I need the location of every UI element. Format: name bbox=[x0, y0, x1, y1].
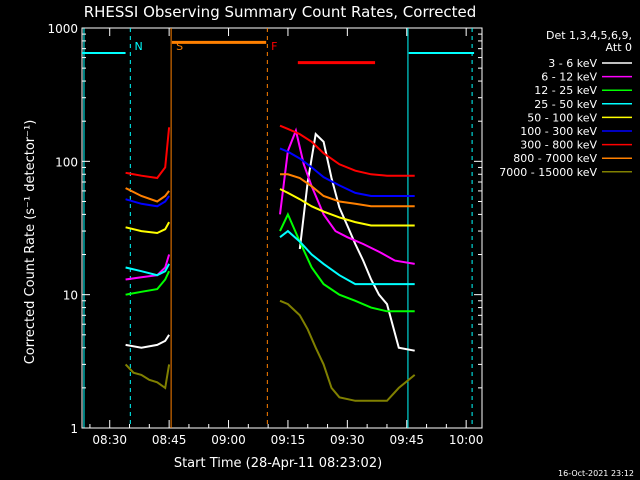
annotation-F: F bbox=[271, 40, 277, 53]
series-line-8-seg-1 bbox=[279, 299, 416, 402]
x-tick-label-1: 08:45 bbox=[152, 433, 187, 447]
series-line-4-seg-1 bbox=[279, 188, 415, 227]
legend-label-2: 12 - 25 keV bbox=[534, 84, 597, 97]
legend-header-line-2: Att 0 bbox=[606, 41, 632, 54]
x-tick-label-6: 10:00 bbox=[449, 433, 484, 447]
series-line-2-seg-1 bbox=[279, 211, 415, 313]
footer-timestamp: 16-Oct-2021 23:12 bbox=[558, 469, 634, 478]
series-line-7-seg-1 bbox=[280, 173, 415, 208]
legend-label-7: 800 - 7000 keV bbox=[513, 152, 597, 165]
legend-label-1: 6 - 12 keV bbox=[541, 71, 597, 84]
legend-label-5: 100 - 300 keV bbox=[520, 125, 597, 138]
legend-label-4: 50 - 100 keV bbox=[527, 111, 597, 124]
series-line-3-seg-0 bbox=[125, 263, 170, 277]
series-line-4-seg-0 bbox=[125, 221, 170, 235]
series-line-6-seg-1 bbox=[279, 124, 415, 177]
y-axis-label: Corrected Count Rate (s⁻¹ detector⁻¹) bbox=[23, 120, 38, 365]
legend-label-8: 7000 - 15000 keV bbox=[499, 166, 597, 179]
legend-label-0: 3 - 6 keV bbox=[548, 57, 597, 70]
x-tick-label-5: 09:45 bbox=[389, 433, 424, 447]
legend-label-6: 300 - 800 keV bbox=[520, 139, 597, 152]
y-tick-label-3: 1000 bbox=[47, 22, 78, 36]
chart-title: RHESSI Observing Summary Count Rates, Co… bbox=[84, 3, 477, 21]
x-tick-label-2: 09:00 bbox=[211, 433, 246, 447]
annotation-N: N bbox=[135, 40, 143, 53]
series-line-5-seg-0 bbox=[125, 195, 170, 208]
series-line-7-seg-0 bbox=[125, 187, 170, 203]
series-line-0-seg-0 bbox=[125, 334, 170, 349]
series-line-5-seg-1 bbox=[279, 147, 415, 197]
y-tick-label-1: 10 bbox=[63, 289, 78, 303]
legend-header-line-1: Det 1,3,4,5,6,9, bbox=[546, 29, 632, 42]
series-line-0-seg-1 bbox=[298, 132, 415, 352]
y-tick-label-2: 100 bbox=[55, 155, 78, 169]
x-tick-label-4: 09:30 bbox=[330, 433, 365, 447]
x-tick-label-0: 08:30 bbox=[92, 433, 127, 447]
series-line-8-seg-0 bbox=[124, 363, 171, 390]
y-tick-label-0: 1 bbox=[70, 422, 78, 436]
x-axis-label: Start Time (28-Apr-11 08:23:02) bbox=[174, 456, 382, 471]
legend-label-3: 25 - 50 keV bbox=[534, 98, 597, 111]
series-line-2-seg-0 bbox=[125, 270, 171, 296]
chart-axes: 08:30 08:45 09:00 09:15 09:30 09:45 10:00 1 10 10… bbox=[47, 22, 483, 447]
series-line-1-seg-1 bbox=[279, 127, 415, 265]
plot-area bbox=[81, 27, 483, 429]
series-line-1-seg-0 bbox=[125, 254, 171, 281]
series-line-3-seg-1 bbox=[279, 229, 415, 286]
series-line-6-seg-0 bbox=[125, 127, 171, 180]
x-tick-label-3: 09:15 bbox=[271, 433, 306, 447]
annotation-S: S bbox=[176, 40, 183, 53]
